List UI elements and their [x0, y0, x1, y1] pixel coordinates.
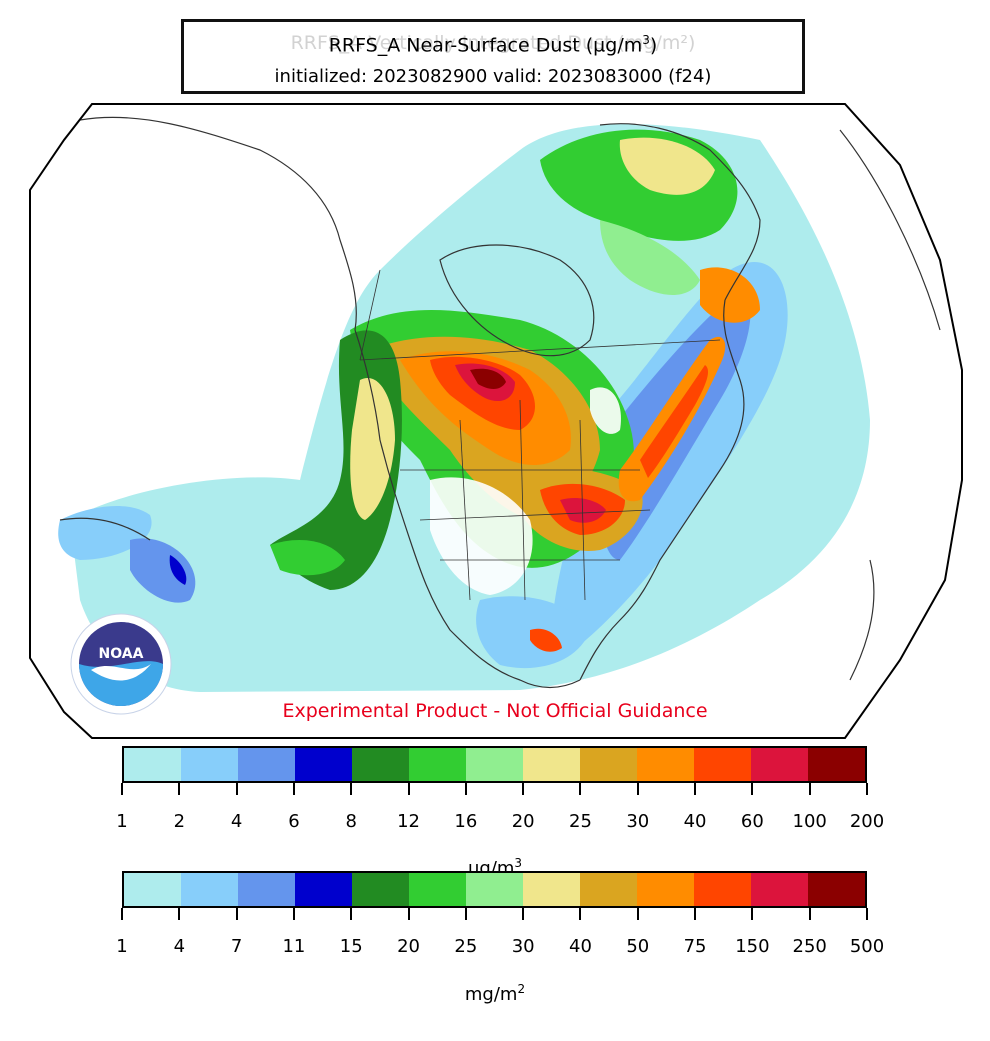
colorbar-tick	[694, 908, 697, 920]
colorbar-tick	[121, 908, 123, 920]
colorbar-tick-label: 100	[792, 811, 827, 832]
state-borders	[359, 269, 721, 601]
ghost-title: RRFS_A Vertically Integrated Dust (mg/m²…	[290, 32, 696, 54]
colorbar-tick-label: 4	[230, 811, 243, 832]
colorbar-tick	[464, 908, 467, 920]
colorbar-tick-label: 7	[230, 936, 243, 957]
colorbar-swatch	[181, 873, 238, 906]
colorbar-swatch	[580, 748, 637, 781]
colorbar-swatch	[352, 873, 409, 906]
colorbar-swatch	[352, 748, 409, 781]
colorbar-swatch	[124, 873, 181, 906]
colorbar-tick	[350, 783, 353, 795]
colorbar-tick	[579, 908, 582, 920]
page-title: RRFS_A Near-Surface Dust (µg/m3)	[328, 33, 658, 57]
colorbar-tick	[178, 783, 181, 795]
colorbar-tick	[464, 783, 467, 795]
colorbar-tick	[636, 908, 639, 920]
colorbar-tick-label: 150	[735, 936, 770, 957]
colorbar-swatch	[124, 748, 181, 781]
colorbar-tick	[579, 783, 582, 795]
colorbar-tick-label: 15	[339, 936, 363, 957]
colorbar-tick-label: 500	[849, 936, 885, 957]
colorbar-top	[122, 746, 867, 783]
colorbar-bottom-ticks: 1 4 7 11 15 20 25 30 40 50 75 150 250 500	[116, 908, 884, 957]
colorbar-swatch	[523, 873, 580, 906]
colorbar-tick-label: 40	[683, 811, 707, 832]
colorbar-tick-label: 6	[288, 811, 300, 832]
colorbar-tick-label: 75	[683, 936, 707, 957]
colorbar-tick	[350, 908, 353, 920]
colorbar-tick-label: 16	[454, 811, 478, 832]
colorbar-swatch	[295, 748, 352, 781]
colorbar-tick	[636, 783, 639, 795]
colorbar-swatch	[238, 748, 295, 781]
colorbar-swatch	[637, 873, 694, 906]
colorbar-tick	[751, 783, 754, 795]
colorbar-swatch	[466, 748, 523, 781]
colorbar-tick-label: 200	[849, 811, 885, 832]
colorbar-tick-label: 1	[116, 811, 128, 832]
colorbar-swatch	[694, 748, 751, 781]
colorbar-swatch	[751, 748, 808, 781]
coastlines	[59, 116, 941, 689]
disclaimer-text: Experimental Product - Not Official Guid…	[282, 700, 708, 722]
dust-field	[58, 123, 870, 693]
colorbar-tick	[866, 783, 868, 795]
colorbar-swatch	[409, 873, 466, 906]
colorbar-tick	[866, 908, 868, 920]
colorbar-swatch	[409, 748, 466, 781]
colorbar-tick	[292, 783, 295, 795]
noaa-logo-icon: NOAA	[70, 613, 172, 715]
colorbar-tick-label: 25	[454, 936, 478, 957]
colorbar-tick	[808, 783, 811, 795]
colorbar-tick	[407, 908, 410, 920]
colorbar-swatch	[808, 748, 865, 781]
colorbar-tick-label: 60	[740, 811, 764, 832]
colorbar-swatch	[295, 873, 352, 906]
page-subtitle: initialized: 2023082900 valid: 202308300…	[274, 66, 712, 87]
colorbar-tick	[407, 783, 410, 795]
colorbar-tick	[121, 783, 123, 795]
colorbar-tick-label: 50	[626, 936, 650, 957]
colorbar-tick-label: 250	[792, 936, 827, 957]
colorbar-bottom-unit: mg/m2	[464, 982, 526, 1005]
colorbar-tick	[522, 783, 525, 795]
colorbar-tick	[751, 908, 754, 920]
colorbar-bottom	[122, 871, 867, 908]
colorbar-swatch	[238, 873, 295, 906]
colorbar-tick-label: 25	[569, 811, 592, 832]
colorbar-tick-label: 30	[511, 936, 535, 957]
colorbar-swatch	[466, 873, 523, 906]
title-box: RRFS_A Vertically Integrated Dust (mg/m²…	[181, 19, 805, 94]
colorbar-tick	[694, 783, 697, 795]
colorbar-tick-label: 11	[282, 936, 306, 957]
colorbar-swatch	[694, 873, 751, 906]
colorbar-tick	[178, 908, 181, 920]
colorbar-tick-label: 20	[511, 811, 535, 832]
map-frame	[29, 103, 963, 739]
colorbar-tick-label: 2	[173, 811, 186, 832]
colorbar-tick-label: 8	[345, 811, 357, 832]
colorbar-top-ticks: 1 2 4 6 8 12 16 20 25 30 40 60 100 200	[116, 783, 884, 832]
colorbar-tick	[292, 908, 295, 920]
colorbar-swatch	[808, 873, 865, 906]
colorbar-tick-label: 12	[397, 811, 420, 832]
colorbar-tick	[808, 908, 811, 920]
dust-map: NOAA	[29, 103, 963, 739]
colorbar-tick-label: 4	[173, 936, 186, 957]
colorbar-tick-label: 20	[397, 936, 420, 957]
colorbar-swatch	[523, 748, 580, 781]
colorbar-swatch	[181, 748, 238, 781]
colorbar-tick-label: 30	[626, 811, 650, 832]
colorbar-tick	[235, 908, 238, 920]
colorbar-tick-label: 1	[116, 936, 128, 957]
noaa-logo-text: NOAA	[99, 646, 144, 662]
colorbar-tick-label: 40	[569, 936, 592, 957]
colorbar-tick	[522, 908, 525, 920]
colorbar-tick	[235, 783, 238, 795]
colorbar-swatch	[580, 873, 637, 906]
colorbar-swatch	[751, 873, 808, 906]
colorbar-swatch	[637, 748, 694, 781]
